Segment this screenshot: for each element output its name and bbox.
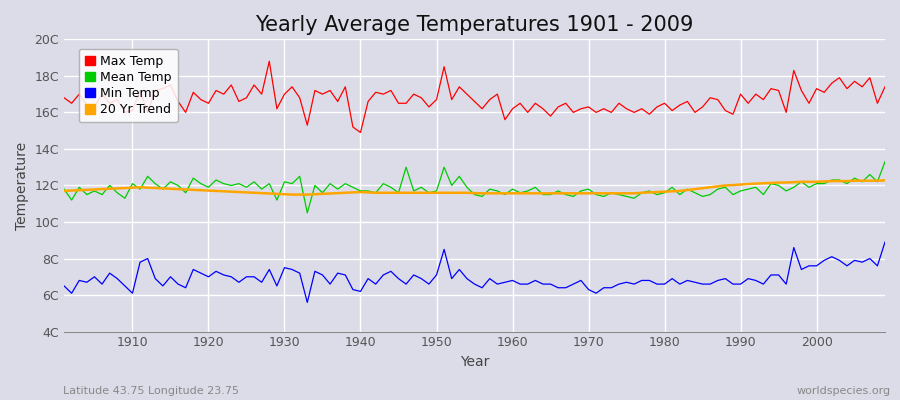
X-axis label: Year: Year xyxy=(460,355,490,369)
Title: Yearly Average Temperatures 1901 - 2009: Yearly Average Temperatures 1901 - 2009 xyxy=(256,15,694,35)
Y-axis label: Temperature: Temperature xyxy=(15,141,29,230)
Legend: Max Temp, Mean Temp, Min Temp, 20 Yr Trend: Max Temp, Mean Temp, Min Temp, 20 Yr Tre… xyxy=(78,48,177,122)
Text: Latitude 43.75 Longitude 23.75: Latitude 43.75 Longitude 23.75 xyxy=(63,386,239,396)
Text: worldspecies.org: worldspecies.org xyxy=(796,386,891,396)
